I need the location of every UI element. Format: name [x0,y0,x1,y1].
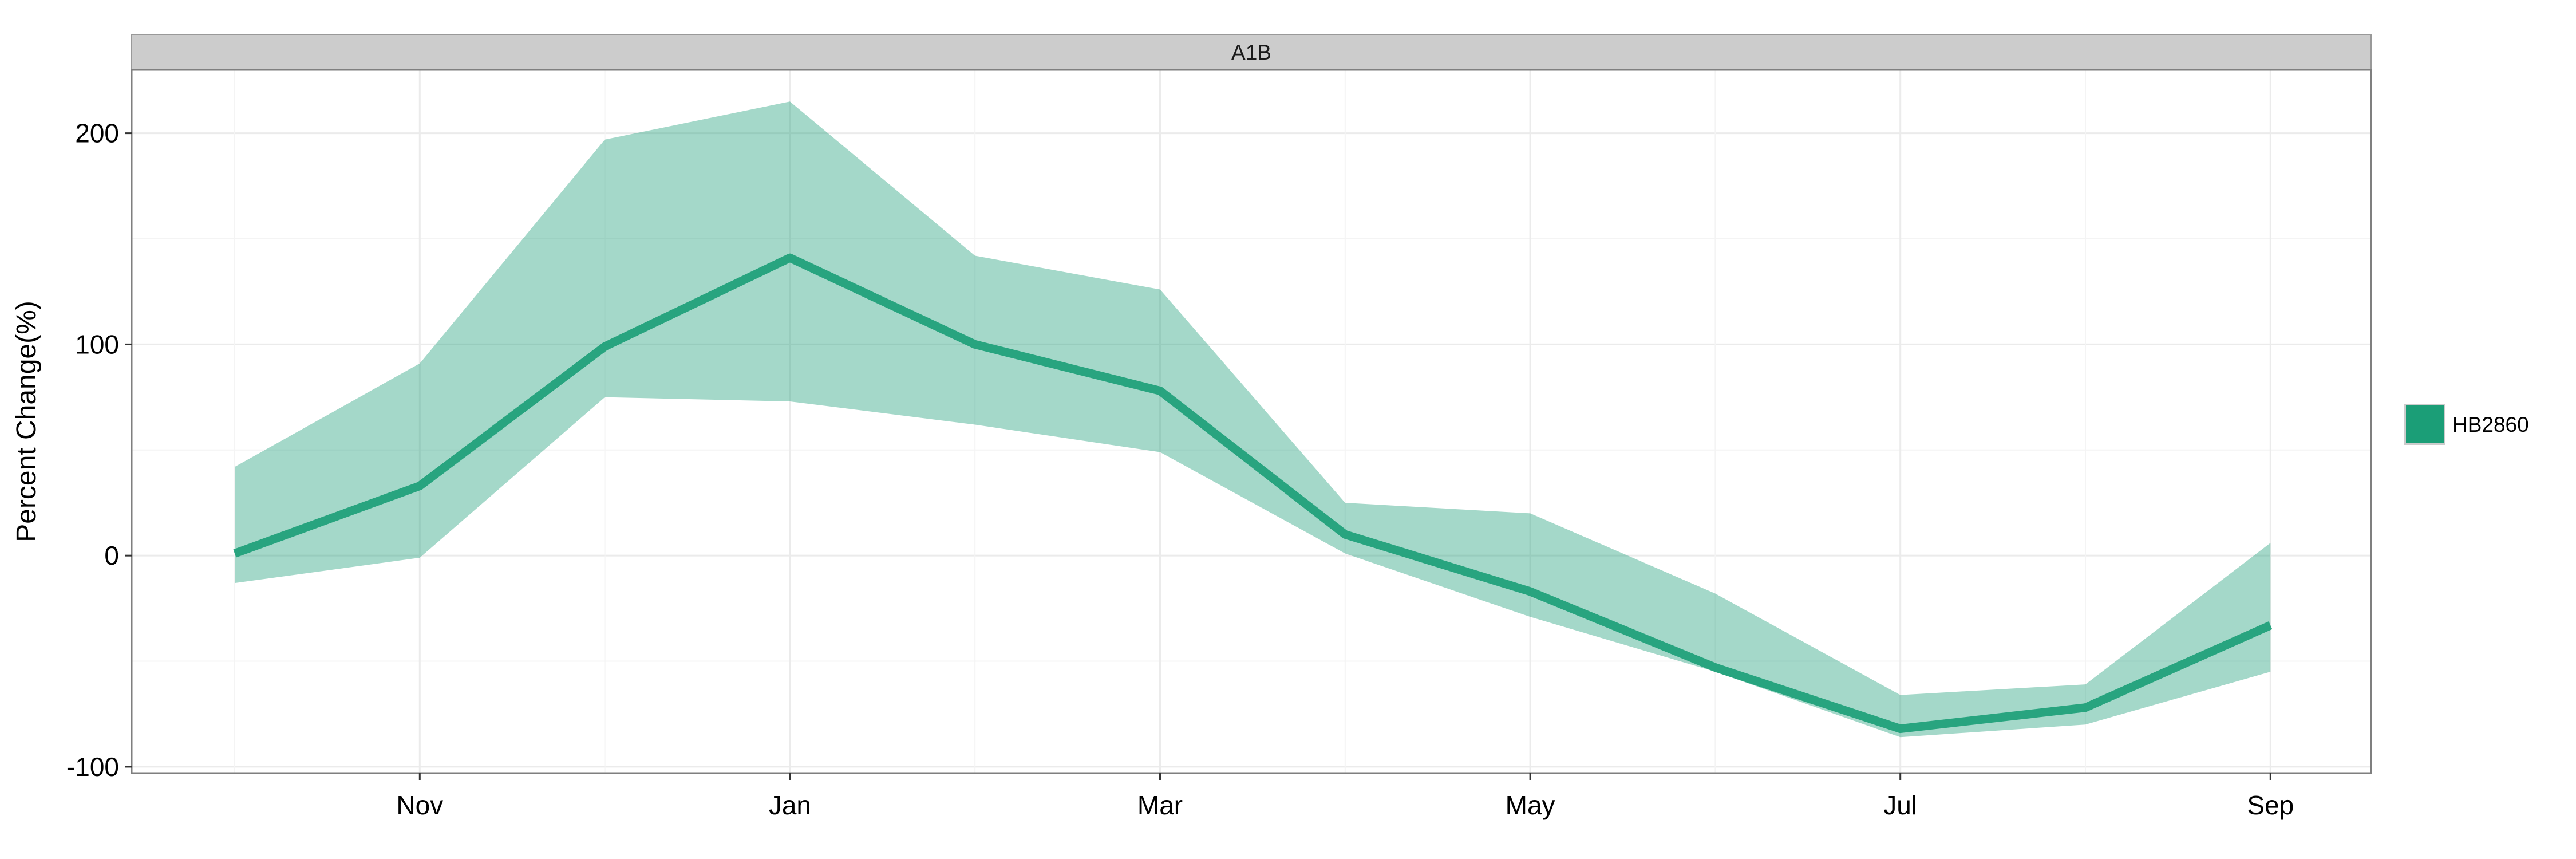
y-tick-label: 100 [75,329,119,359]
y-axis-title: Percent Change(%) [11,301,42,542]
legend-label: HB2860 [2452,413,2529,436]
x-tick-label: Nov [396,790,443,820]
plot-panel-border [131,69,2372,774]
series-line [233,253,2273,734]
confidence-ribbon [235,101,2271,738]
facet-strip [131,34,2372,70]
x-tick-label: May [1506,790,1555,820]
x-tick-label: Mar [1137,790,1183,820]
facet-label: A1B [1231,41,1271,64]
legend: HB2860 [2404,404,2529,445]
y-tick-label: -100 [66,752,119,782]
axes: -100 0 100 200 Nov Jan Mar May Jul Sep [66,119,2294,820]
y-tick-label: 0 [104,541,119,570]
y-tick-label: 200 [75,119,119,148]
data-layer [233,101,2273,738]
x-tick-label: Sep [2247,790,2294,820]
grid-lines [132,70,2371,773]
x-tick-label: Jul [1883,790,1917,820]
legend-swatch [2406,405,2444,443]
x-tick-label: Jan [769,790,811,820]
